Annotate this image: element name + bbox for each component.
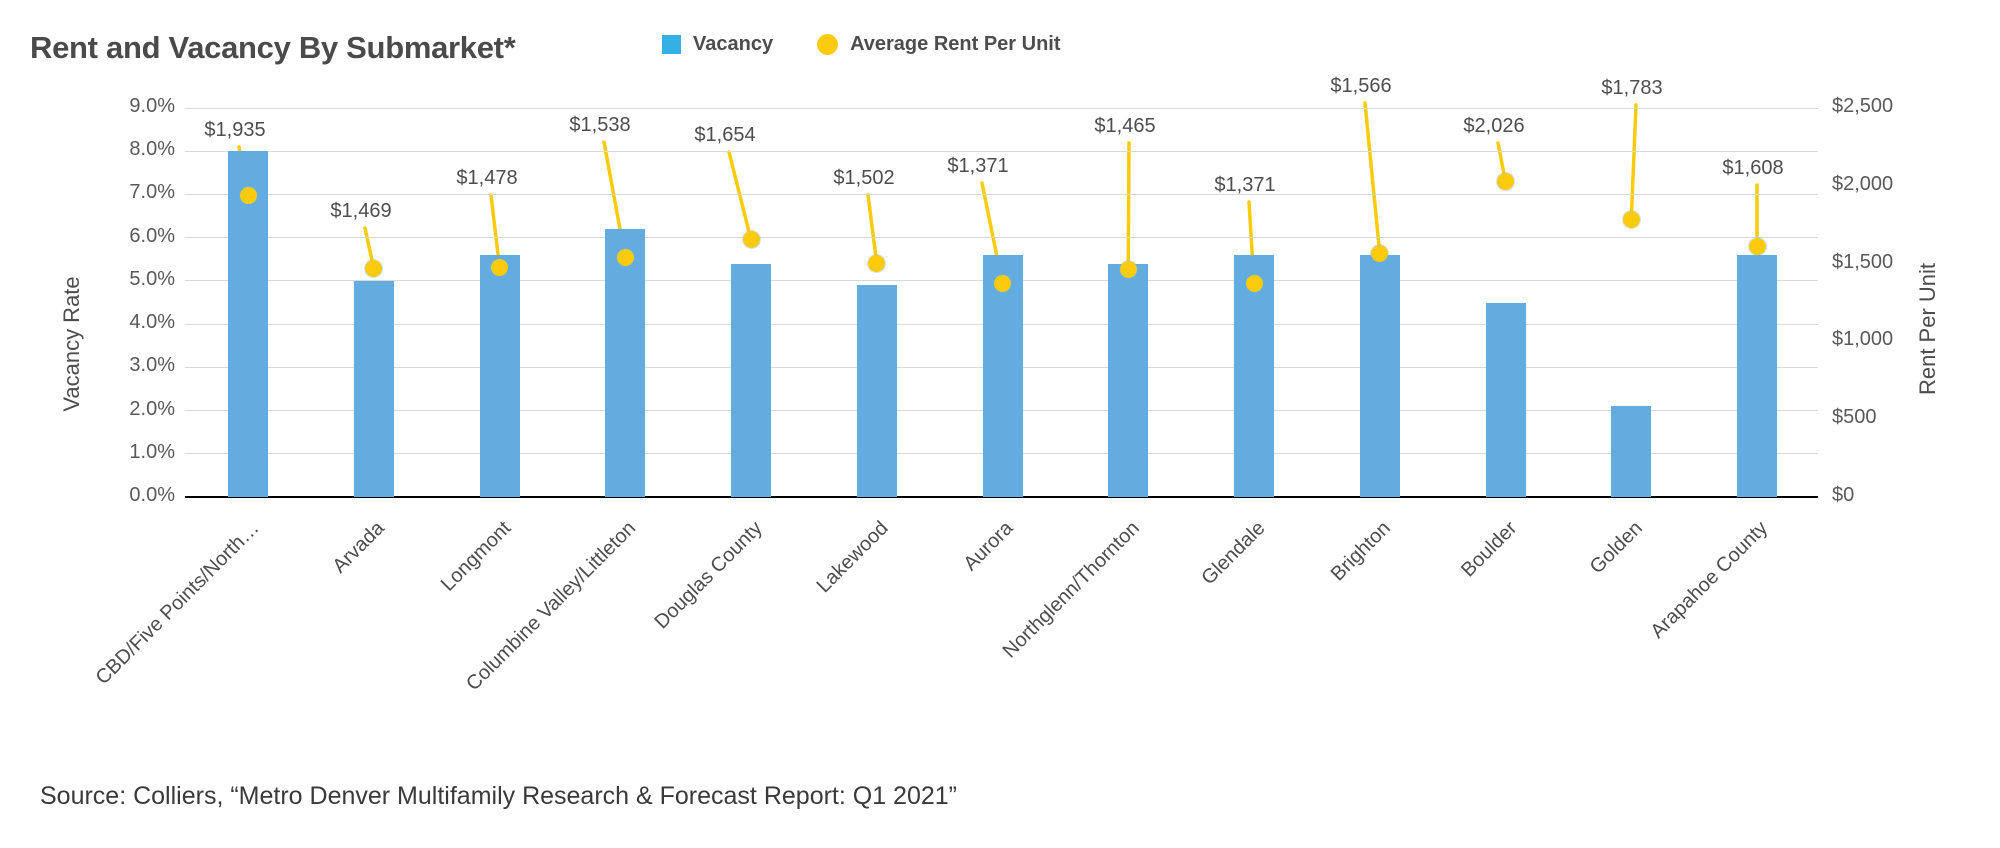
- category-label: Douglas County: [650, 517, 767, 634]
- gridline: [185, 237, 1818, 239]
- left-axis-tick: 6.0%: [129, 224, 175, 247]
- rent-label-leader-line: [1363, 101, 1382, 256]
- vacancy-bar: [1108, 263, 1149, 497]
- rent-point: [1622, 211, 1640, 229]
- vacancy-bar: [479, 254, 520, 497]
- right-axis-tick: $1,000: [1832, 328, 1894, 351]
- vacancy-bar: [1737, 254, 1777, 497]
- vacancy-bar: [1359, 254, 1400, 497]
- legend-label: Vacancy: [693, 33, 774, 55]
- left-axis-tick: 1.0%: [129, 440, 175, 463]
- rent-data-label: $1,469: [330, 200, 392, 222]
- left-axis-tick: 7.0%: [129, 181, 175, 204]
- rent-point: [868, 254, 886, 272]
- right-axis-title: Rent Per Unit: [1915, 262, 1940, 396]
- rent-data-label: $2,026: [1463, 115, 1525, 137]
- legend-item: Average Rent Per Unit: [817, 33, 1061, 56]
- left-axis-tick: 9.0%: [129, 95, 175, 117]
- rent-point: [1748, 238, 1766, 256]
- right-axis-tick: $0: [1832, 484, 1855, 506]
- vacancy-bar: [856, 285, 897, 497]
- rent-point: [239, 187, 257, 205]
- legend-label: Average Rent Per Unit: [850, 33, 1061, 55]
- category-label: CBD/Five Points/North…: [91, 517, 264, 690]
- source-note: Source: Colliers, “Metro Denver Multifam…: [40, 782, 957, 810]
- right-axis-tick: $500: [1832, 406, 1877, 429]
- rent-point: [1119, 260, 1137, 278]
- vacancy-bar: [353, 280, 394, 497]
- left-axis-tick: 2.0%: [129, 397, 175, 420]
- left-axis-tick: 0.0%: [129, 484, 175, 506]
- rent-data-label: $1,371: [947, 155, 1009, 177]
- category-label: Lakewood: [812, 517, 893, 598]
- rent-data-label: $1,566: [1330, 75, 1392, 97]
- left-axis-title: Vacancy Rate: [59, 276, 84, 412]
- vacancy-legend-swatch-icon: [662, 35, 681, 54]
- rent-label-leader-line: [1629, 103, 1638, 222]
- left-axis-tick: 3.0%: [129, 354, 175, 377]
- rent-data-label: $1,783: [1601, 77, 1663, 99]
- right-axis-tick: $1,500: [1832, 250, 1894, 273]
- rent-point: [1497, 173, 1514, 191]
- category-label: Longmont: [436, 517, 515, 596]
- rent-data-label: $1,654: [694, 124, 756, 146]
- chart-title: Rent and Vacancy By Submarket*: [30, 30, 516, 65]
- x-axis-line: [185, 496, 1818, 498]
- rent-legend-dot-icon: [817, 34, 839, 55]
- category-label: Boulder: [1456, 517, 1521, 582]
- rent-point: [365, 259, 383, 277]
- rent-point: [742, 231, 760, 249]
- legend-item: Vacancy: [662, 33, 773, 56]
- gridline: [185, 107, 1818, 109]
- category-label: Arapahoe County: [1646, 517, 1773, 643]
- rent-data-label: $1,465: [1094, 115, 1156, 137]
- left-axis-tick: 5.0%: [129, 267, 175, 290]
- category-label: Golden: [1585, 517, 1647, 579]
- rent-data-label: $1,935: [204, 119, 266, 141]
- left-axis-tick: 4.0%: [129, 311, 175, 334]
- category-label: Arvada: [328, 517, 390, 578]
- vacancy-bar: [605, 229, 646, 497]
- right-axis-tick: $2,500: [1832, 95, 1894, 117]
- rent-point: [491, 258, 508, 276]
- category-label: Glendale: [1197, 517, 1270, 590]
- rent-data-label: $1,371: [1214, 174, 1276, 196]
- rent-data-label: $1,478: [456, 167, 518, 189]
- left-axis-tick: 8.0%: [129, 138, 175, 161]
- rent-data-label: $1,538: [569, 114, 631, 136]
- vacancy-bar: [228, 151, 268, 497]
- rent-point: [994, 275, 1011, 293]
- rent-label-leader-line: [866, 193, 879, 266]
- vacancy-bar: [731, 263, 771, 497]
- rent-data-label: $1,608: [1722, 157, 1784, 179]
- chart-legend: Vacancy Average Rent Per Unit: [662, 33, 1061, 56]
- rent-point: [1245, 275, 1263, 293]
- rent-label-leader-line: [1126, 141, 1131, 271]
- vacancy-bar: [1611, 406, 1652, 497]
- category-label: Brighton: [1326, 517, 1396, 586]
- rent-label-leader-line: [727, 150, 753, 242]
- rent-point: [1371, 244, 1389, 262]
- vacancy-bar: [982, 254, 1023, 497]
- vacancy-bar: [1234, 254, 1274, 497]
- category-label: Aurora: [959, 517, 1018, 576]
- gridline: [185, 193, 1818, 195]
- rent-point: [616, 249, 634, 267]
- vacancy-bar: [1485, 302, 1526, 497]
- gridline: [185, 150, 1818, 152]
- rent-data-label: $1,502: [833, 167, 895, 189]
- right-axis-tick: $2,000: [1832, 172, 1894, 195]
